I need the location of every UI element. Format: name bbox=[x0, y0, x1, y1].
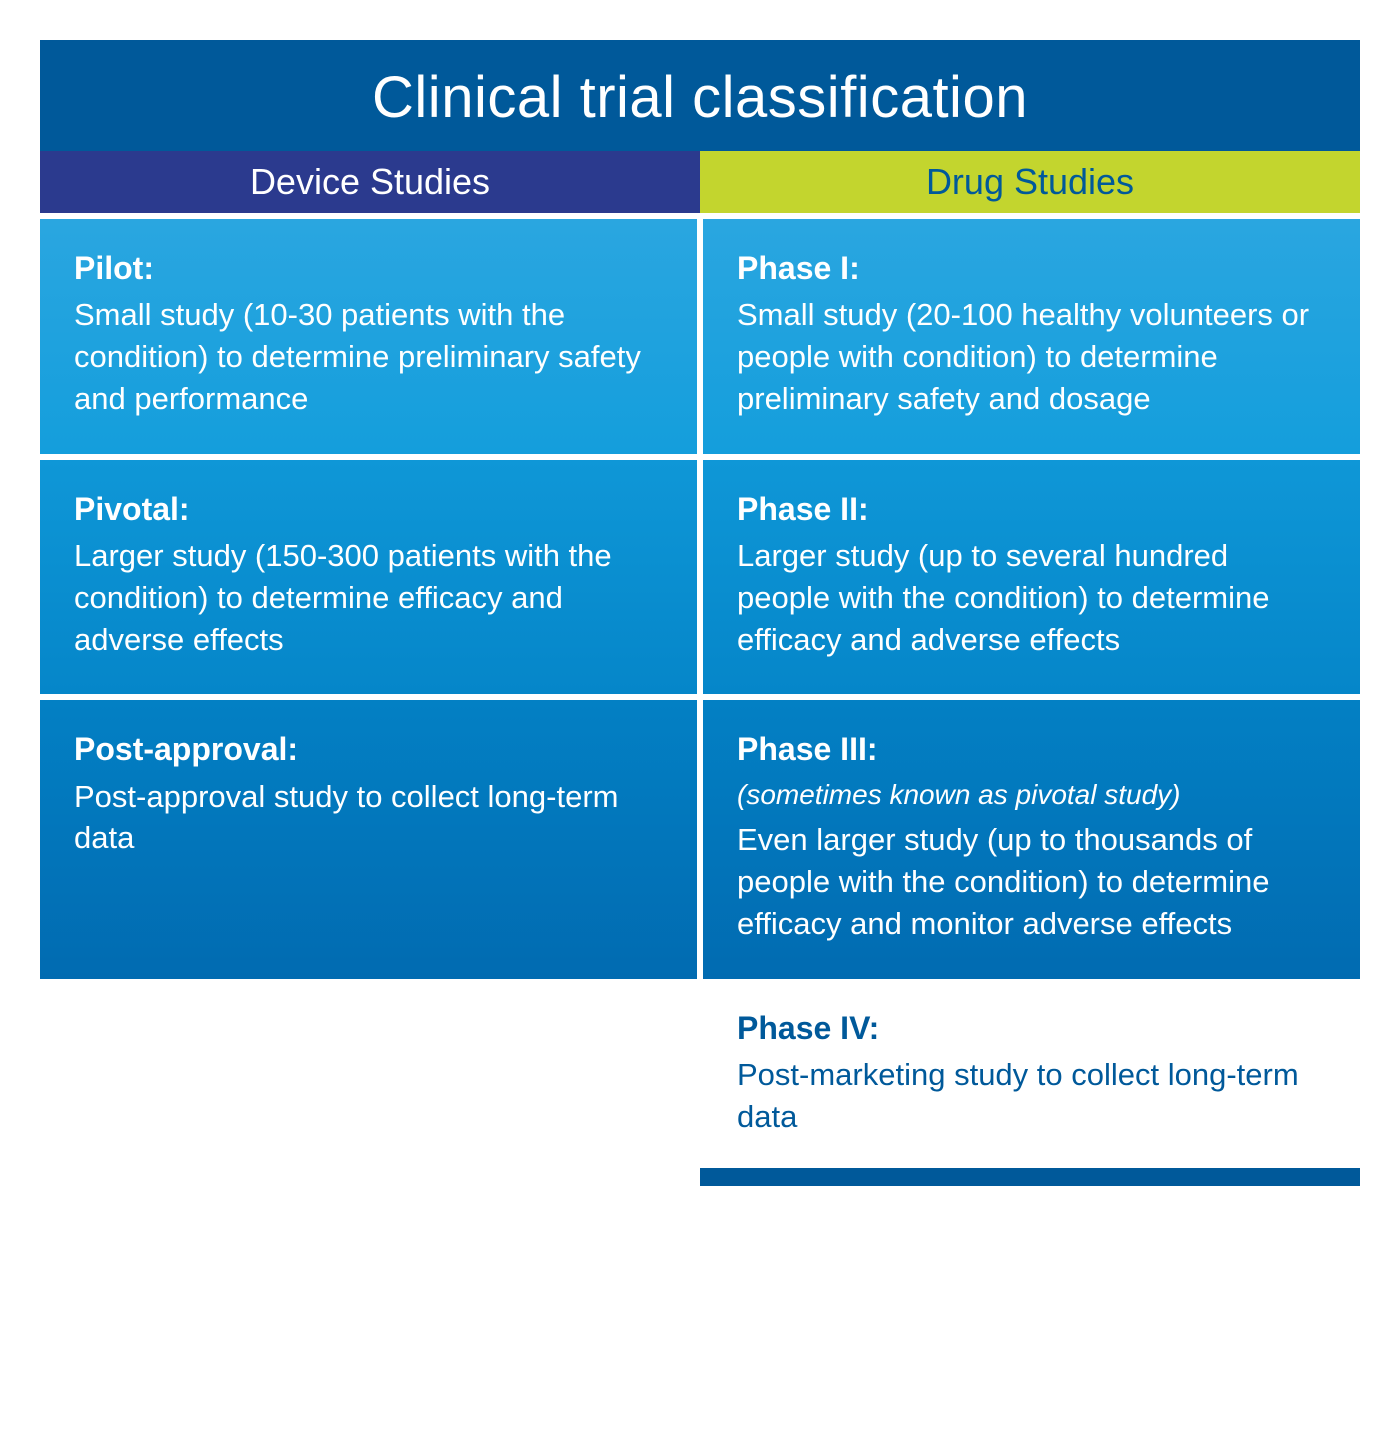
page-title: Clinical trial classification bbox=[40, 64, 1360, 131]
drug-phase1-title: Phase I: bbox=[737, 247, 1326, 290]
device-postapproval-title: Post-approval: bbox=[74, 728, 663, 771]
drug-phase3-note: (sometimes known as pivotal study) bbox=[737, 776, 1326, 814]
column-header-row: Device Studies Drug Studies bbox=[40, 151, 1360, 213]
footer-row bbox=[40, 1168, 1360, 1186]
drug-phase4-description: Post-marketing study to collect long-ter… bbox=[737, 1057, 1299, 1134]
drug-phase4-title: Phase IV: bbox=[737, 1007, 1326, 1050]
device-postapproval-description: Post-approval study to collect long-term… bbox=[74, 779, 618, 856]
classification-table: Clinical trial classification Device Stu… bbox=[40, 40, 1360, 1186]
drug-phase3-title: Phase III: bbox=[737, 728, 1326, 771]
device-pivotal-description: Larger study (150-300 patients with the … bbox=[74, 538, 612, 657]
drug-phase1-cell: Phase I: Small study (20-100 healthy vol… bbox=[703, 219, 1360, 454]
device-pilot-cell: Pilot: Small study (10-30 patients with … bbox=[40, 219, 697, 454]
device-studies-header: Device Studies bbox=[40, 151, 700, 213]
drug-phase3-description: Even larger study (up to thousands of pe… bbox=[737, 822, 1270, 941]
footer-empty bbox=[40, 1168, 700, 1186]
drug-phase2-title: Phase II: bbox=[737, 488, 1326, 531]
device-empty-cell bbox=[40, 985, 697, 1162]
device-pivotal-title: Pivotal: bbox=[74, 488, 663, 531]
drug-phase1-description: Small study (20-100 healthy volunteers o… bbox=[737, 297, 1309, 416]
device-pivotal-cell: Pivotal: Larger study (150-300 patients … bbox=[40, 460, 697, 695]
body-grid: Pilot: Small study (10-30 patients with … bbox=[40, 219, 1360, 1162]
device-pilot-title: Pilot: bbox=[74, 247, 663, 290]
footer-bar bbox=[700, 1168, 1360, 1186]
drug-phase2-description: Larger study (up to several hundred peop… bbox=[737, 538, 1270, 657]
drug-studies-header: Drug Studies bbox=[700, 151, 1360, 213]
device-pilot-description: Small study (10-30 patients with the con… bbox=[74, 297, 641, 416]
title-bar: Clinical trial classification bbox=[40, 40, 1360, 151]
drug-phase3-cell: Phase III: (sometimes known as pivotal s… bbox=[703, 700, 1360, 979]
device-postapproval-cell: Post-approval: Post-approval study to co… bbox=[40, 700, 697, 979]
drug-phase4-cell: Phase IV: Post-marketing study to collec… bbox=[703, 985, 1360, 1162]
drug-phase2-cell: Phase II: Larger study (up to several hu… bbox=[703, 460, 1360, 695]
